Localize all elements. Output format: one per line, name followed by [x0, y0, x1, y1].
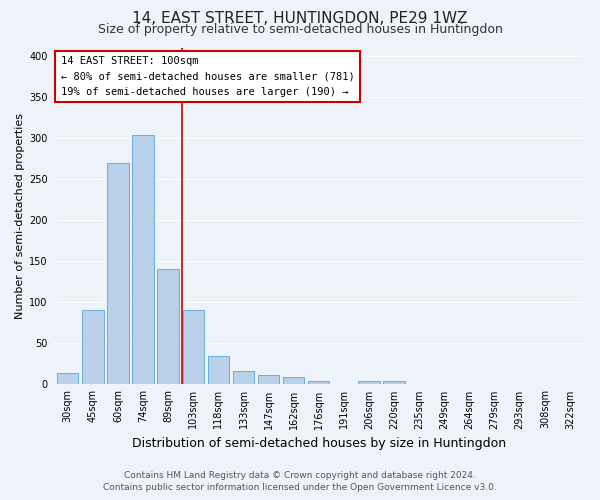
- Bar: [283, 377, 304, 384]
- Text: 14 EAST STREET: 100sqm
← 80% of semi-detached houses are smaller (781)
19% of se: 14 EAST STREET: 100sqm ← 80% of semi-det…: [61, 56, 355, 97]
- Text: 14, EAST STREET, HUNTINGDON, PE29 1WZ: 14, EAST STREET, HUNTINGDON, PE29 1WZ: [132, 11, 468, 26]
- Bar: [182, 310, 204, 384]
- Bar: [157, 268, 179, 384]
- Text: Size of property relative to semi-detached houses in Huntingdon: Size of property relative to semi-detach…: [98, 22, 502, 36]
- X-axis label: Distribution of semi-detached houses by size in Huntingdon: Distribution of semi-detached houses by …: [132, 437, 506, 450]
- Bar: [308, 381, 329, 384]
- Bar: [358, 381, 380, 384]
- Bar: [57, 373, 79, 384]
- Text: Contains HM Land Registry data © Crown copyright and database right 2024.
Contai: Contains HM Land Registry data © Crown c…: [103, 471, 497, 492]
- Bar: [82, 310, 104, 384]
- Bar: [233, 372, 254, 384]
- Bar: [383, 381, 405, 384]
- Bar: [107, 164, 128, 384]
- Bar: [133, 134, 154, 384]
- Bar: [208, 356, 229, 384]
- Bar: [258, 376, 279, 384]
- Y-axis label: Number of semi-detached properties: Number of semi-detached properties: [15, 113, 25, 319]
